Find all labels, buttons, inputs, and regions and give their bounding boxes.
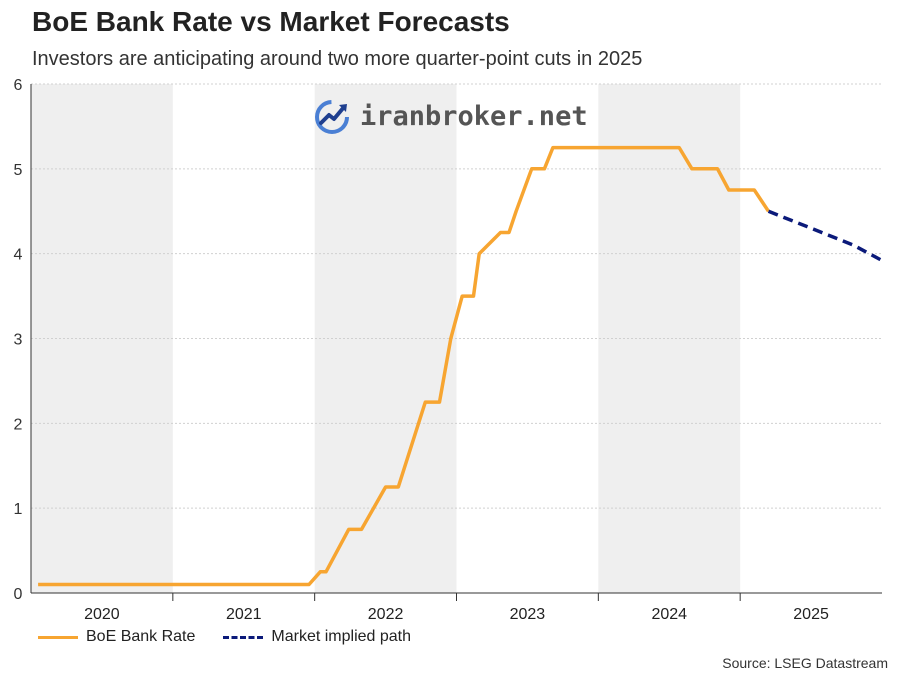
chart-subtitle: Investors are anticipating around two mo…: [32, 48, 643, 70]
x-tick-label-2023: 2023: [510, 606, 546, 623]
watermark: iranbroker.net: [312, 96, 588, 136]
chart-title: BoE Bank Rate vs Market Forecasts: [32, 6, 510, 37]
legend: BoE Bank Rate Market implied path: [38, 628, 439, 646]
series-line-market-path: [767, 209, 883, 263]
year-band-2020: [31, 84, 173, 593]
x-tick-label-2021: 2021: [226, 606, 262, 623]
legend-label-bank-rate: BoE Bank Rate: [86, 628, 196, 645]
y-tick-label-6: 6: [14, 77, 23, 94]
x-tick-label-2024: 2024: [651, 606, 687, 623]
watermark-text: iranbroker.net: [360, 100, 588, 132]
y-tick-label-3: 3: [14, 332, 23, 349]
legend-swatch-market-path: [223, 635, 264, 639]
y-tick-label-0: 0: [14, 586, 23, 603]
trend-chart-icon: [315, 100, 349, 134]
x-tick-label-2022: 2022: [368, 606, 404, 623]
source-note: Source: LSEG Datastream: [722, 655, 888, 671]
y-tick-label-1: 1: [14, 501, 23, 518]
y-tick-label-4: 4: [14, 247, 23, 264]
legend-item-bank-rate: BoE Bank Rate: [38, 628, 195, 646]
legend-swatch-bank-rate: [38, 635, 78, 639]
x-tick-label-2025: 2025: [793, 606, 829, 623]
y-tick-label-2: 2: [14, 416, 23, 433]
x-tick-label-2020: 2020: [84, 606, 120, 623]
series-line-bank-rate: [38, 145, 770, 587]
legend-label-market-path: Market implied path: [271, 628, 412, 645]
y-tick-label-5: 5: [14, 162, 23, 179]
legend-item-market-path: Market implied path: [223, 628, 411, 646]
